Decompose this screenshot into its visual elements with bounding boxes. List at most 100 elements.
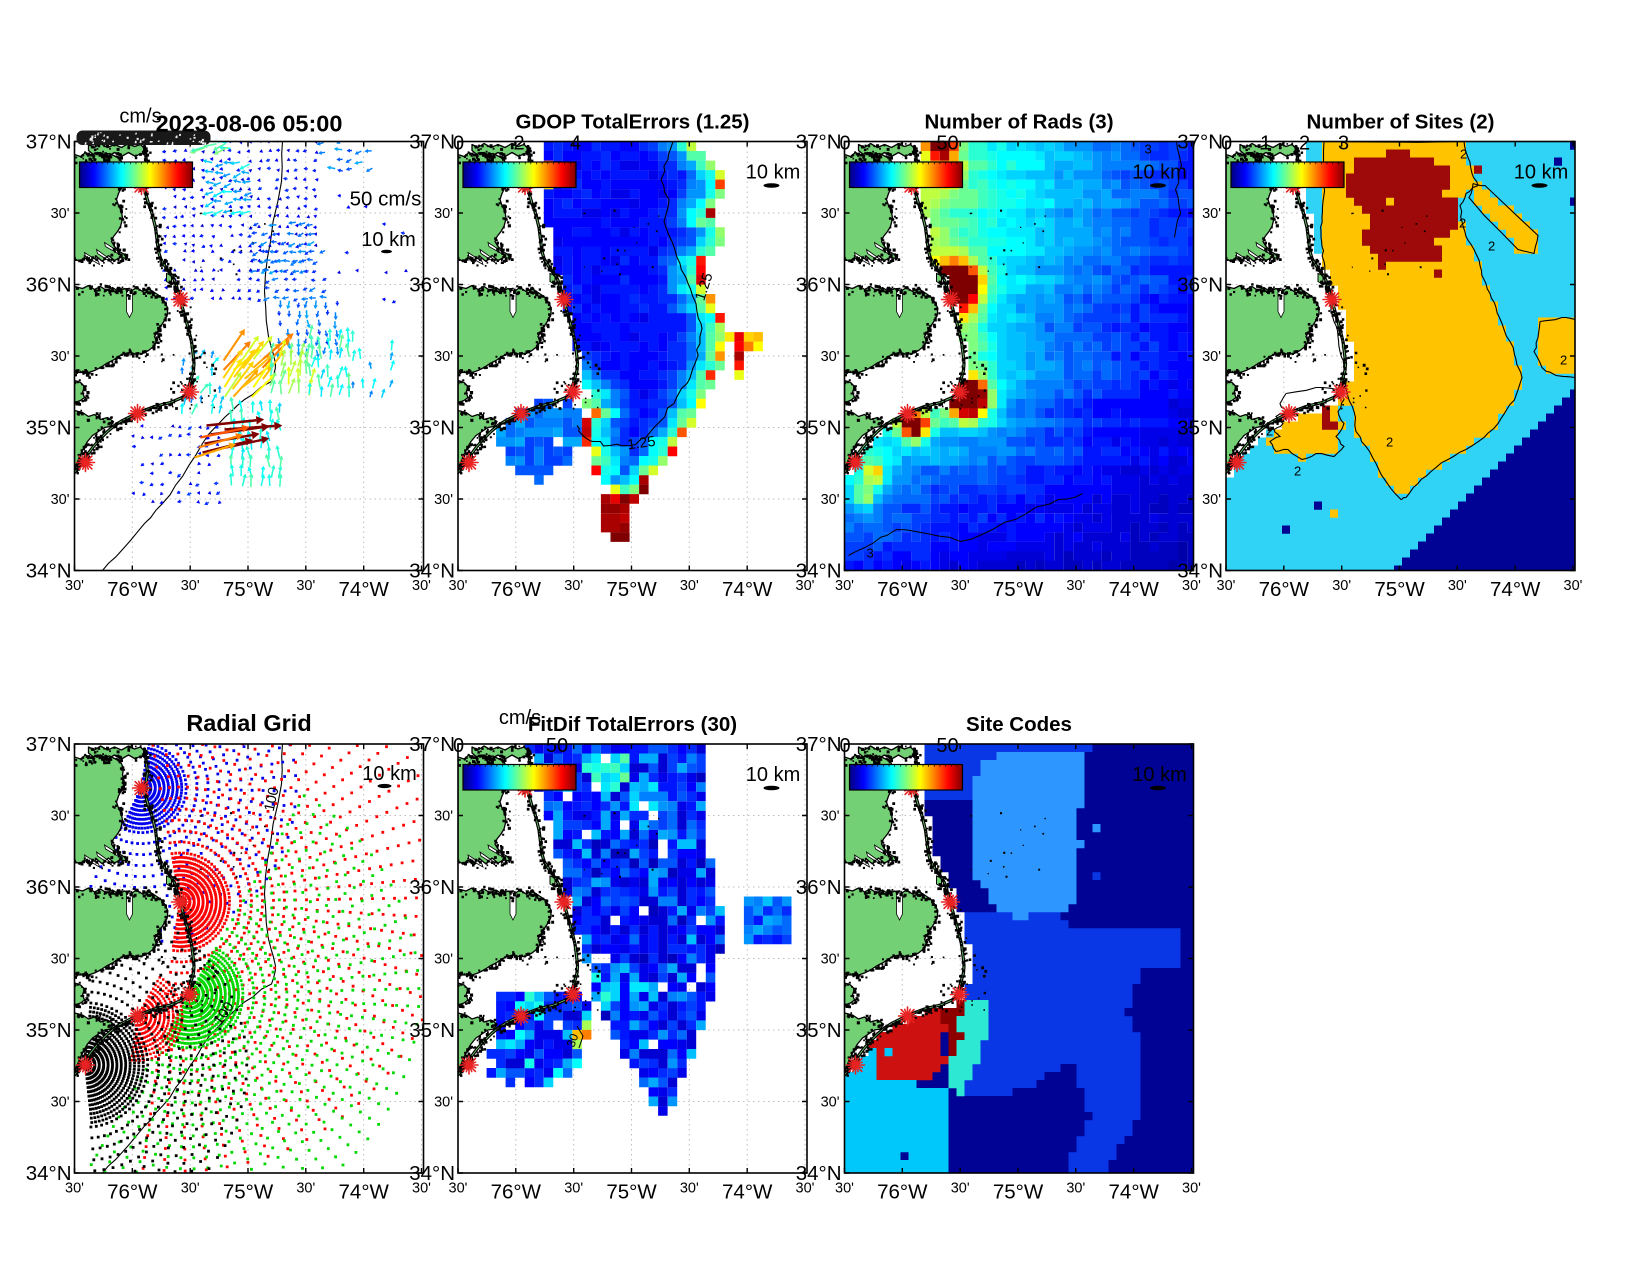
svg-text:30': 30' (1332, 578, 1351, 594)
svg-text:2: 2 (1299, 133, 1310, 155)
svg-text:2: 2 (1488, 239, 1495, 254)
svg-text:34°N: 34°N (796, 560, 842, 583)
svg-text:30': 30' (680, 1181, 699, 1197)
svg-text:0: 0 (1221, 133, 1232, 155)
svg-text:cm/s: cm/s (499, 707, 541, 729)
svg-text:100: 100 (262, 786, 283, 813)
svg-text:3: 3 (1145, 142, 1152, 157)
svg-text:35°N: 35°N (1177, 417, 1223, 440)
svg-text:cm/s: cm/s (119, 106, 161, 128)
svg-text:2: 2 (1294, 464, 1301, 479)
svg-text:75°W: 75°W (1374, 578, 1425, 601)
svg-text:35°N: 35°N (409, 1019, 455, 1042)
svg-text:30': 30' (835, 578, 854, 594)
svg-text:Number of Rads (3): Number of Rads (3) (924, 111, 1113, 134)
svg-text:37°N: 37°N (796, 131, 842, 154)
svg-text:76°W: 76°W (107, 1181, 158, 1204)
svg-text:37°N: 37°N (1177, 131, 1223, 154)
svg-text:10 km: 10 km (746, 764, 800, 786)
svg-text:76°W: 76°W (877, 1181, 928, 1204)
svg-text:30': 30' (821, 492, 840, 508)
svg-text:30': 30' (1202, 492, 1221, 508)
svg-text:50: 50 (936, 735, 958, 757)
svg-text:30': 30' (821, 809, 840, 825)
svg-text:30': 30' (564, 1181, 583, 1197)
svg-text:35°N: 35°N (409, 417, 455, 440)
svg-text:30': 30' (1448, 578, 1467, 594)
svg-text:2: 2 (1326, 278, 1333, 293)
svg-text:2: 2 (1459, 216, 1466, 231)
svg-text:37°N: 37°N (796, 733, 842, 756)
svg-text:36°N: 36°N (796, 876, 842, 899)
svg-text:10 km: 10 km (746, 162, 800, 184)
svg-text:74°W: 74°W (722, 1181, 773, 1204)
svg-text:35°N: 35°N (796, 1019, 842, 1042)
svg-text:0: 0 (453, 133, 464, 155)
svg-text:37°N: 37°N (26, 733, 72, 756)
svg-text:37°N: 37°N (409, 733, 455, 756)
svg-text:GDOP TotalErrors (1.25): GDOP TotalErrors (1.25) (516, 111, 750, 134)
svg-text:Site Codes: Site Codes (966, 713, 1072, 736)
svg-text:30': 30' (181, 1181, 200, 1197)
svg-text:36°N: 36°N (26, 876, 72, 899)
svg-text:30': 30' (434, 952, 453, 968)
svg-text:30': 30' (1217, 578, 1236, 594)
svg-text:30': 30' (434, 349, 453, 365)
svg-text:34°N: 34°N (26, 560, 72, 583)
svg-text:34°N: 34°N (26, 1162, 72, 1185)
svg-text:30': 30' (434, 1095, 453, 1111)
svg-text:30': 30' (951, 578, 970, 594)
svg-text:0: 0 (839, 735, 850, 757)
svg-text:30': 30' (1202, 206, 1221, 222)
svg-text:30': 30' (296, 1181, 315, 1197)
svg-text:34°N: 34°N (1177, 560, 1223, 583)
svg-text:34°N: 34°N (796, 1162, 842, 1185)
svg-text:35°N: 35°N (26, 417, 72, 440)
svg-text:75°W: 75°W (993, 1181, 1044, 1204)
svg-text:10 km: 10 km (1132, 764, 1186, 786)
svg-text:3: 3 (1338, 133, 1349, 155)
svg-text:30': 30' (51, 952, 70, 968)
svg-text:30': 30' (1066, 1181, 1085, 1197)
svg-text:76°W: 76°W (877, 578, 928, 601)
svg-text:74°W: 74°W (1490, 578, 1541, 601)
svg-text:30': 30' (412, 1181, 431, 1197)
svg-text:30': 30' (434, 492, 453, 508)
svg-text:30': 30' (1182, 578, 1201, 594)
svg-text:30': 30' (449, 578, 468, 594)
svg-text:30': 30' (181, 578, 200, 594)
svg-text:4: 4 (570, 133, 581, 155)
svg-text:35°N: 35°N (26, 1019, 72, 1042)
svg-text:30': 30' (1202, 349, 1221, 365)
svg-text:30': 30' (821, 952, 840, 968)
svg-text:30': 30' (821, 1095, 840, 1111)
svg-text:74°W: 74°W (1109, 1181, 1160, 1204)
svg-text:30': 30' (680, 578, 699, 594)
svg-text:76°W: 76°W (491, 578, 542, 601)
svg-text:30': 30' (1182, 1181, 1201, 1197)
svg-text:2023-08-06 05:00: 2023-08-06 05:00 (156, 111, 343, 137)
svg-text:37°N: 37°N (26, 131, 72, 154)
svg-text:30': 30' (434, 206, 453, 222)
svg-text:30': 30' (564, 578, 583, 594)
svg-text:FitDif TotalErrors (30): FitDif TotalErrors (30) (528, 713, 737, 736)
svg-text:75°W: 75°W (993, 578, 1044, 601)
svg-text:10 km: 10 km (1514, 162, 1568, 184)
svg-text:30': 30' (65, 1181, 84, 1197)
svg-text:74°W: 74°W (339, 1181, 390, 1204)
svg-text:30': 30' (51, 809, 70, 825)
svg-text:74°W: 74°W (339, 578, 390, 601)
svg-text:30': 30' (412, 578, 431, 594)
svg-text:1.25: 1.25 (626, 434, 656, 454)
svg-text:30': 30' (51, 206, 70, 222)
svg-text:0: 0 (453, 735, 464, 757)
svg-text:30': 30' (434, 809, 453, 825)
svg-text:34°N: 34°N (409, 560, 455, 583)
svg-text:35°N: 35°N (796, 417, 842, 440)
svg-text:74°W: 74°W (722, 578, 773, 601)
svg-text:30': 30' (835, 1181, 854, 1197)
svg-text:2: 2 (513, 133, 524, 155)
svg-text:2: 2 (1560, 353, 1567, 368)
svg-text:36°N: 36°N (1177, 274, 1223, 297)
svg-text:30': 30' (65, 578, 84, 594)
